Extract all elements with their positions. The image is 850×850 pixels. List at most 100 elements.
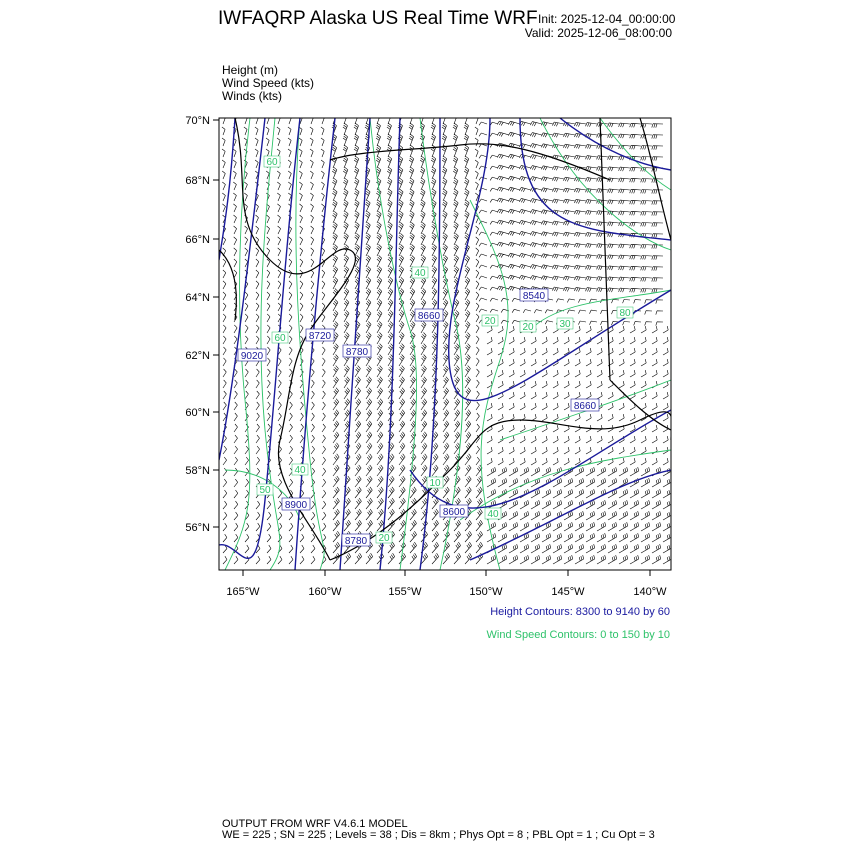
wind-barb — [299, 534, 305, 543]
wind-barb — [309, 126, 314, 136]
wind-barb — [475, 508, 483, 521]
wind-contour-label: 40 — [294, 465, 306, 476]
wind-barb — [343, 222, 349, 235]
wind-contour-label: 60 — [266, 157, 278, 168]
wind-barb — [640, 244, 653, 249]
wind-barb — [288, 280, 293, 290]
wind-barb — [552, 143, 565, 149]
wind-barb — [277, 247, 281, 257]
wind-barb — [332, 409, 339, 422]
wind-barb — [354, 420, 362, 433]
wind-barb — [541, 121, 554, 127]
wind-barb — [607, 166, 620, 172]
wind-barb — [288, 269, 293, 279]
wind-barb — [640, 277, 653, 282]
wind-barb — [387, 118, 391, 125]
wind-barb — [489, 176, 499, 181]
wind-label-box — [271, 331, 289, 344]
wind-barb — [409, 531, 417, 543]
wind-barb — [453, 409, 460, 422]
wind-barb — [299, 214, 303, 224]
wind-barb — [651, 403, 658, 411]
wind-barb — [354, 376, 361, 389]
wind-barb — [375, 145, 381, 158]
wind-barb — [618, 458, 625, 466]
wind-contour-label: 60 — [274, 333, 286, 344]
wind-barb — [442, 376, 449, 389]
wind-barb — [321, 434, 326, 444]
wind-barb — [519, 154, 532, 160]
wind-barb — [365, 497, 373, 510]
wind-barb — [287, 159, 292, 169]
wind-barb — [343, 211, 349, 224]
wind-barb — [496, 274, 510, 280]
wind-barb — [607, 392, 614, 400]
wind-barb — [629, 489, 639, 499]
wind-barb — [331, 134, 337, 147]
wind-barb — [489, 220, 499, 225]
wind-barb — [530, 555, 540, 565]
wind-barb — [651, 288, 664, 293]
wind-barb — [508, 153, 521, 159]
wind-barb — [453, 475, 461, 488]
wind-barb — [651, 511, 661, 521]
wind-barb — [530, 544, 540, 554]
wind-barb — [629, 145, 642, 150]
wind-barb — [222, 368, 227, 378]
wind-barb — [611, 299, 620, 304]
wind-barb — [475, 464, 483, 477]
wind-barb — [288, 511, 294, 521]
wind-barb — [343, 200, 349, 213]
wind-barb — [387, 541, 395, 554]
wind-barb — [343, 519, 351, 532]
wind-barb — [320, 137, 325, 147]
wind-barb — [365, 211, 371, 224]
wind-barb — [596, 199, 609, 205]
wind-barb — [354, 332, 361, 345]
wind-barb — [453, 343, 460, 356]
wind-barb — [556, 298, 565, 303]
wind-barb — [387, 189, 393, 202]
wind-barb — [332, 376, 339, 389]
wind-barb — [310, 203, 314, 213]
wind-barb — [563, 242, 576, 248]
wind-barb — [489, 308, 499, 313]
wind-barb — [519, 187, 532, 193]
wind-barb — [640, 381, 647, 389]
wind-barb — [332, 431, 340, 444]
wind-barb — [662, 458, 669, 466]
wind-barb — [453, 211, 459, 224]
wind-barb — [574, 544, 584, 554]
wind-barb — [288, 357, 293, 367]
wind-barb — [288, 258, 293, 268]
wind-barb — [453, 310, 460, 323]
wind-barb — [508, 197, 521, 203]
wind-barb — [541, 414, 548, 422]
wind-barb — [243, 137, 248, 147]
wind-barb — [508, 555, 518, 565]
wind-barb — [233, 401, 238, 411]
wind-barb — [563, 403, 570, 411]
wind-barb — [233, 225, 237, 235]
wind-barb — [310, 170, 314, 180]
wind-barb — [508, 285, 521, 291]
wind-barb — [622, 299, 631, 304]
wind-barb — [618, 243, 631, 249]
wind-label-box — [411, 266, 429, 279]
wind-barb — [651, 211, 664, 216]
wind-barb — [478, 132, 488, 137]
wind-barb — [442, 475, 450, 488]
wind-barb — [585, 447, 592, 455]
wind-barb — [255, 423, 260, 433]
wind-barb — [398, 420, 406, 433]
wind-barb — [353, 134, 359, 147]
wind-barb — [453, 354, 460, 367]
wind-contour-label: 40 — [487, 509, 499, 520]
wind-barb — [530, 359, 537, 367]
wind-barb — [365, 200, 371, 213]
wind-barb — [552, 132, 565, 138]
wind-barb — [221, 137, 226, 147]
wind-contour-label: 20 — [522, 322, 534, 333]
wind-barb — [420, 387, 427, 400]
wind-barb — [519, 392, 526, 400]
